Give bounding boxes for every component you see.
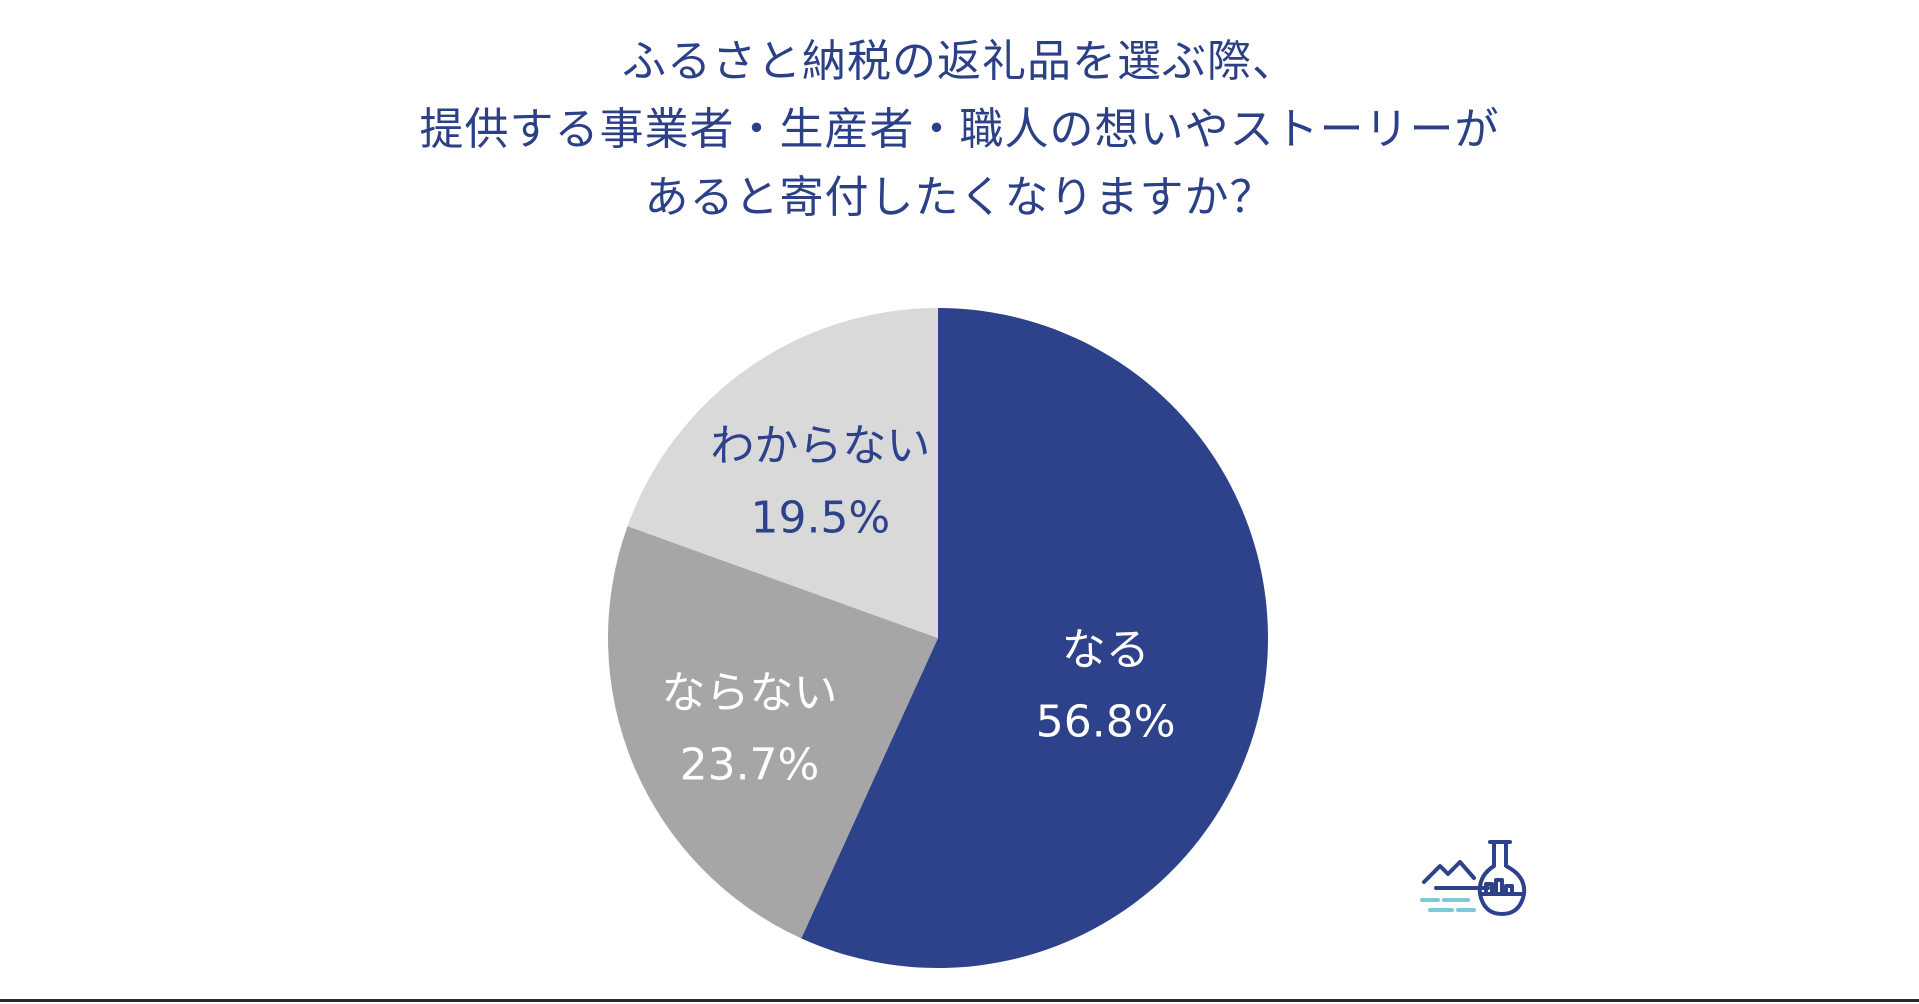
pie-slice xyxy=(607,526,938,939)
slice-value-label: 23.7% xyxy=(680,739,820,790)
chart-title-line-3: あると寄付したくなりますか？ xyxy=(644,172,1275,223)
chart-title-line-2: 提供する事業者・生産者・職人の想いやストーリーが xyxy=(419,104,1500,155)
slice-category-label: なる xyxy=(1062,624,1150,675)
bottom-border xyxy=(0,999,1919,1002)
slice-category-label: ならない xyxy=(661,667,837,718)
chart-title: ふるさと納税の返礼品を選ぶ際、 提供する事業者・生産者・職人の想いやストーリーが… xyxy=(0,28,1919,232)
pie-labels: なる 56.8% ならない 23.7% わからない 19.5% xyxy=(661,421,1175,791)
slice-category-label: わからない xyxy=(710,421,930,472)
pie-slice xyxy=(627,308,938,638)
pie-slices xyxy=(607,308,1268,968)
pie-slice xyxy=(801,308,1268,968)
slice-value-label: 56.8% xyxy=(1036,696,1176,747)
chart-title-line-1: ふるさと納税の返礼品を選ぶ際、 xyxy=(622,36,1297,87)
mountain-flask-logo-icon xyxy=(1420,840,1527,916)
slice-value-label: 19.5% xyxy=(750,493,890,544)
